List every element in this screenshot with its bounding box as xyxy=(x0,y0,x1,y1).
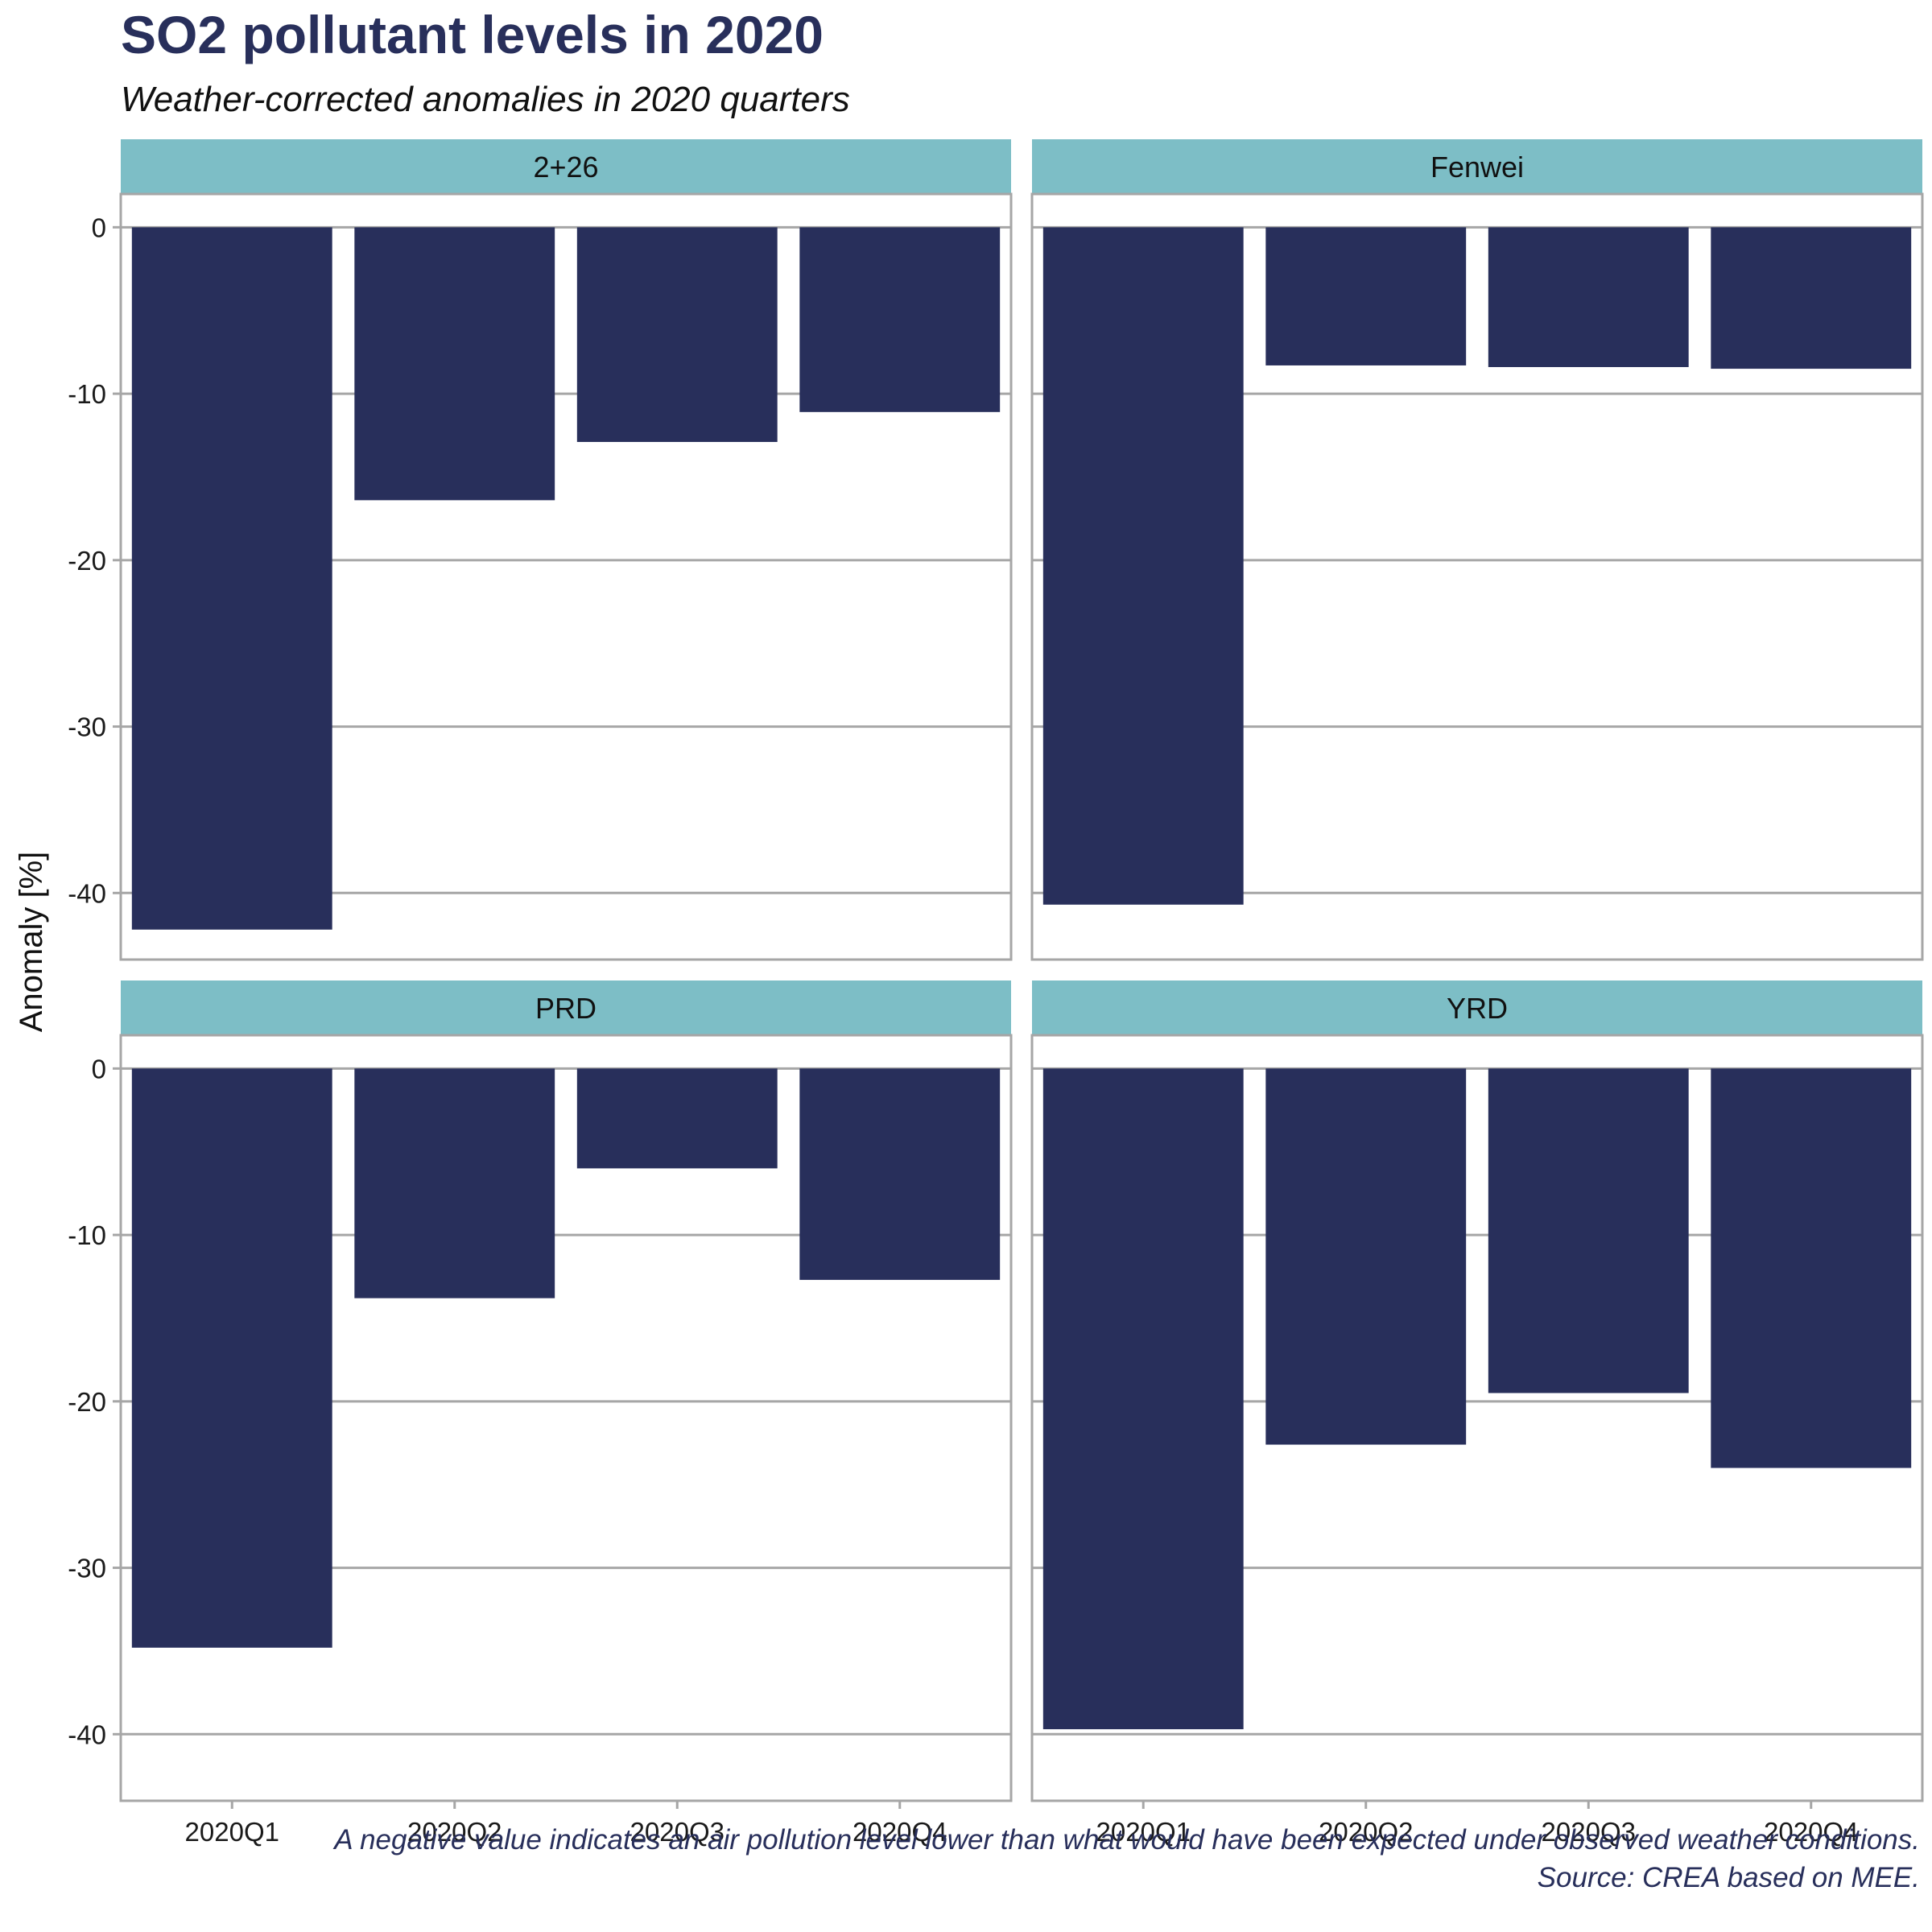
bar-2020q1 xyxy=(131,1068,332,1648)
facet-strip-label: PRD xyxy=(535,992,597,1025)
bar-2020q2 xyxy=(354,227,555,501)
x-tick-label: 2020Q1 xyxy=(185,1817,279,1847)
bar-2020q4 xyxy=(1711,1068,1912,1468)
panel-border xyxy=(119,1034,1013,1802)
x-tick-label: 2020Q4 xyxy=(1764,1817,1858,1847)
chart-title: SO2 pollutant levels in 2020 xyxy=(121,5,824,64)
y-tick-label: -40 xyxy=(68,878,106,908)
x-tick-label: 2020Q1 xyxy=(1096,1817,1191,1847)
y-tick-label: 0 xyxy=(92,1054,106,1084)
bar-2020q4 xyxy=(1711,227,1912,369)
y-tick-label: -30 xyxy=(68,1554,106,1583)
y-tick-label: -10 xyxy=(68,379,106,409)
bar-2020q2 xyxy=(1265,1068,1467,1445)
bar-2020q1 xyxy=(1042,227,1244,905)
facet-strip xyxy=(1032,980,1922,1035)
panel-border xyxy=(119,192,1013,961)
facet-strip-label: 2+26 xyxy=(533,151,598,184)
facet-strip xyxy=(1032,139,1922,194)
y-tick-label: -20 xyxy=(68,1387,106,1417)
panel-fenwei: Fenwei xyxy=(1030,139,1924,961)
y-tick-label: -20 xyxy=(68,546,106,576)
y-tick-label: -10 xyxy=(68,1220,106,1250)
x-tick-label: 2020Q3 xyxy=(630,1817,724,1847)
bar-2020q2 xyxy=(354,1068,555,1298)
x-tick-label: 2020Q3 xyxy=(1542,1817,1636,1847)
bar-2020q3 xyxy=(576,227,778,443)
y-tick-label: 0 xyxy=(92,213,106,242)
panel-border xyxy=(1030,1034,1924,1802)
chart-subtitle: Weather-corrected anomalies in 2020 quar… xyxy=(121,80,850,119)
y-tick-label: -40 xyxy=(68,1719,106,1749)
bar-2020q2 xyxy=(1265,227,1467,365)
y-tick-label: -30 xyxy=(68,712,106,742)
panel-prd: PRD 0 -10 -20 -30 -40 2020Q1 2020Q2 2020Q3 2020Q4 xyxy=(68,980,1013,1847)
panel-2-26: 2+26 0 -10 -20 -30 -40 xyxy=(68,139,1013,961)
bar-2020q3 xyxy=(1488,227,1689,368)
facet-strip-label: Fenwei xyxy=(1430,151,1524,184)
bar-2020q3 xyxy=(576,1068,778,1169)
x-tick-label: 2020Q2 xyxy=(1319,1817,1413,1847)
bar-2020q1 xyxy=(1042,1068,1244,1730)
bar-2020q4 xyxy=(799,227,1001,412)
caption-line-1: A negative value indicates an air pollut… xyxy=(332,1824,1920,1856)
panel-border xyxy=(1030,192,1924,961)
facet-strip xyxy=(121,980,1011,1035)
bar-2020q1 xyxy=(131,227,332,930)
y-axis-title: Anomaly [%] xyxy=(14,852,49,1033)
x-tick-label: 2020Q2 xyxy=(407,1817,502,1847)
caption-line-2: Source: CREA based on MEE. xyxy=(1538,1862,1920,1893)
facet-strip xyxy=(121,139,1011,194)
facet-panels: 2+260-10-20-30-40FenweiPRD0-10-20-30-402… xyxy=(68,139,1924,1847)
x-tick-label: 2020Q4 xyxy=(852,1817,947,1847)
bar-2020q4 xyxy=(799,1068,1001,1280)
facet-strip-label: YRD xyxy=(1447,992,1508,1025)
panel-yrd: YRD 2020Q1 2020Q2 2020Q3 2020Q4 xyxy=(1030,980,1924,1847)
bar-2020q3 xyxy=(1488,1068,1689,1393)
